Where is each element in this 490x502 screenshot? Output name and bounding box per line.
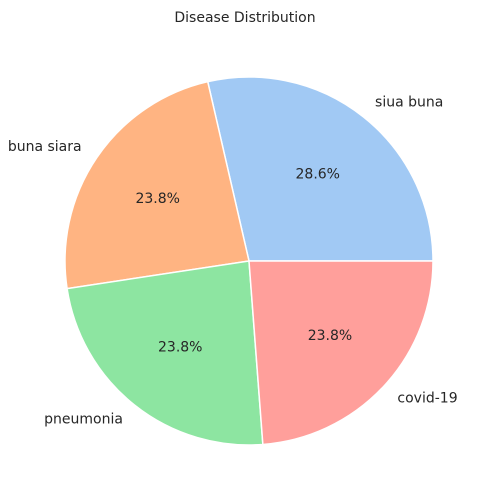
slice-percentage-label: 23.8% bbox=[158, 339, 202, 355]
slice-label: buna siara bbox=[8, 139, 82, 155]
slice-label: siua buna bbox=[375, 95, 443, 111]
pie-slice-siua-buna bbox=[206, 76, 434, 262]
pie-labels: siua buna 28.6% buna siara 23.8% pneumonia 23… bbox=[8, 95, 458, 428]
pie-slices bbox=[64, 76, 434, 446]
slice-percentage-label: 28.6% bbox=[296, 167, 340, 183]
chart-title: Disease Distribution bbox=[174, 10, 315, 26]
slice-label: pneumonia bbox=[44, 411, 123, 427]
slice-percentage-label: 23.8% bbox=[308, 328, 352, 344]
pie-slice-covid-19 bbox=[248, 260, 434, 446]
slice-percentage-label: 23.8% bbox=[135, 191, 179, 207]
pie-slice-buna-siara bbox=[64, 80, 250, 290]
slice-label: covid-19 bbox=[397, 391, 457, 407]
pie-slice-pneumonia bbox=[66, 260, 264, 446]
